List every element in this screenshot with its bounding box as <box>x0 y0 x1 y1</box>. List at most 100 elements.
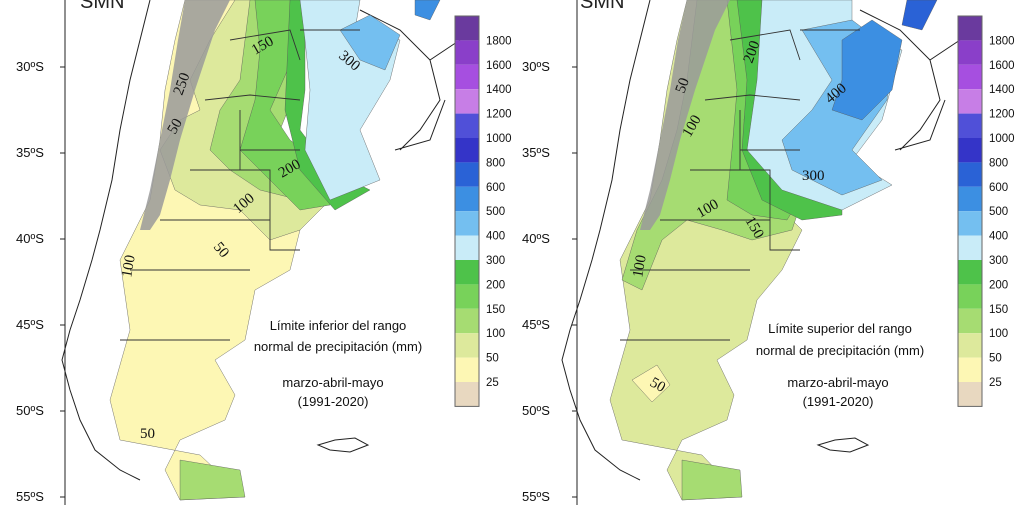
legend-label: 100 <box>486 328 505 340</box>
legend-swatch <box>455 382 479 407</box>
legend-swatch <box>455 235 479 260</box>
andes-terrain <box>640 0 730 230</box>
legend-label: 400 <box>989 231 1008 243</box>
legend-label: 1200 <box>989 109 1015 121</box>
legend-swatch <box>958 40 982 65</box>
legend-swatch <box>958 260 982 285</box>
legend-swatch <box>455 113 479 138</box>
legend-label: 1800 <box>486 35 512 47</box>
legend-swatch <box>958 64 982 90</box>
svg-text:normal de precipitación (mm): normal de precipitación (mm) <box>254 339 422 354</box>
lat-label-50: 50ºS <box>522 403 550 418</box>
lat-label-30: 30ºS <box>16 59 44 74</box>
legend-swatch <box>455 260 479 285</box>
lat-label-55: 55ºS <box>522 489 550 504</box>
legend-swatch <box>455 284 479 309</box>
lat-axis: 30ºS 35ºS 40ºS 45ºS 50ºS 55ºS <box>522 59 577 504</box>
contour-label-200: 200 <box>741 39 764 66</box>
province-borders <box>120 29 360 341</box>
left-map-panel: 30ºS 35ºS 40ºS 45ºS 50ºS 55ºS SMN <box>16 0 512 505</box>
precip-region <box>631 364 671 403</box>
legend-swatch <box>455 333 479 358</box>
legend-label: 150 <box>486 304 505 316</box>
right-map: 30ºS 35ºS 40ºS 45ºS 50ºS 55ºS SMN 50 200 <box>522 0 1015 505</box>
chile-coastline <box>61 0 151 481</box>
lat-label-40: 40ºS <box>16 231 44 246</box>
legend-swatch <box>958 186 982 212</box>
contour-label-50a: 50 <box>673 76 693 96</box>
legend-swatch <box>958 235 982 260</box>
province-borders <box>620 29 860 341</box>
smn-logo: SMN <box>580 0 624 13</box>
legend-label: 1200 <box>486 109 512 121</box>
lat-label-35: 35ºS <box>16 145 44 160</box>
lat-label-55: 55ºS <box>16 489 44 504</box>
legend-swatch <box>958 138 982 163</box>
falkland-islands <box>816 437 870 453</box>
legend-label: 1000 <box>486 133 512 145</box>
legend-label: 100 <box>989 328 1008 340</box>
legend-frame <box>454 15 480 407</box>
legend-label: 400 <box>486 231 505 243</box>
chile-coastline <box>561 0 651 481</box>
contour-labels: 50 200 400 100 300 100 150 100 50 <box>630 39 850 396</box>
legend-label: 1800 <box>989 35 1015 47</box>
legend-label: 1400 <box>486 84 512 96</box>
lat-label-45: 45ºS <box>522 317 550 332</box>
legend-label: 1600 <box>989 60 1015 72</box>
legend-label: 800 <box>486 157 505 169</box>
lat-label-35: 35ºS <box>522 145 550 160</box>
legend-label: 1000 <box>989 133 1015 145</box>
contour-label-300: 300 <box>802 168 825 184</box>
legend-label: 25 <box>486 377 499 389</box>
legend-label: 200 <box>989 279 1008 291</box>
precip-region <box>831 19 903 121</box>
legend-swatch <box>958 284 982 309</box>
svg-text:Límite inferior del rango: Límite inferior del rango <box>270 318 407 333</box>
legend: 1800 1600 1400 1200 1000 800 600 500 400 300 200 15… <box>957 15 1015 407</box>
falkland-islands <box>316 437 370 453</box>
legend-label: 150 <box>989 304 1008 316</box>
svg-text:marzo-abril-mayo: marzo-abril-mayo <box>787 375 888 390</box>
legend-label: 200 <box>486 279 505 291</box>
lat-label-30: 30ºS <box>522 59 550 74</box>
svg-text:Límite superior del rango: Límite superior del rango <box>768 321 912 336</box>
lat-label-50: 50ºS <box>16 403 44 418</box>
legend-label: 600 <box>989 182 1008 194</box>
legend-swatch <box>958 89 982 114</box>
contour-label-100c: 100 <box>630 254 650 279</box>
legend: 1800 1600 1400 1200 1000 800 600 500 400 300 200 15… <box>454 15 512 407</box>
svg-text:(1991-2020): (1991-2020) <box>803 394 874 409</box>
legend-label: 50 <box>989 353 1002 365</box>
precip-region <box>414 0 441 21</box>
legend-swatch <box>958 16 982 41</box>
legend-swatch <box>455 357 479 382</box>
legend-swatch <box>958 357 982 382</box>
precip-region <box>179 459 246 501</box>
legend-label: 600 <box>486 182 505 194</box>
argentina-precip-field <box>109 0 441 501</box>
legend-frame <box>957 15 983 407</box>
legend-swatch <box>958 211 982 236</box>
contour-label-50a: 50 <box>165 116 186 137</box>
legend-label: 800 <box>989 157 1008 169</box>
legend-label: 500 <box>989 206 1008 218</box>
svg-text:normal de precipitación (mm): normal de precipitación (mm) <box>756 343 924 358</box>
legend-swatch <box>455 16 479 41</box>
andes-terrain <box>140 0 230 230</box>
legend-swatch <box>455 186 479 212</box>
legend-swatch <box>455 211 479 236</box>
legend-swatch <box>455 138 479 163</box>
legend-label: 1600 <box>486 60 512 72</box>
legend-swatch <box>455 308 479 334</box>
legend-label: 300 <box>486 255 505 267</box>
legend-label: 50 <box>486 353 499 365</box>
contour-label-250: 250 <box>171 71 194 98</box>
map-caption: Límite inferior del rango normal de prec… <box>254 318 422 409</box>
argentina-precip-field <box>609 0 938 501</box>
legend-swatch <box>958 113 982 138</box>
left-map: 30ºS 35ºS 40ºS 45ºS 50ºS 55ºS SMN <box>16 0 512 505</box>
legend-swatch <box>958 382 982 407</box>
svg-text:marzo-abril-mayo: marzo-abril-mayo <box>282 375 383 390</box>
contour-label-50c: 50 <box>140 426 155 442</box>
